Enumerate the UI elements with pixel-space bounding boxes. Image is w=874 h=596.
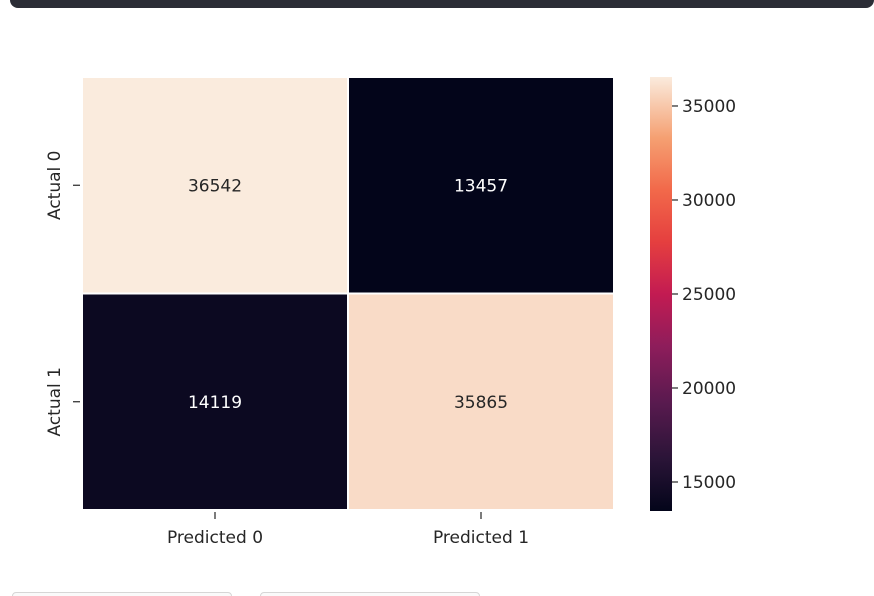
heatmap-cell-r0-c0 [81, 76, 349, 295]
cell-value-r0-c1: 13457 [454, 176, 508, 196]
colorbar-tick-label-1: 20000 [682, 379, 736, 399]
colorbar-tick-label-0: 15000 [682, 473, 736, 493]
heatmap-cell-r0-c1 [347, 76, 615, 295]
cell-value-r1-c0: 14119 [188, 393, 242, 413]
y-tick-label-0: Actual 0 [45, 151, 65, 220]
x-tick-label-0: Predicted 0 [167, 528, 263, 548]
y-tick-label-1: Actual 1 [45, 367, 65, 436]
cell-toolbar [10, 0, 874, 8]
heatmap-cell-r1-c1 [347, 292, 615, 511]
colorbar-tick-label-4: 35000 [682, 97, 736, 117]
colorbar [650, 77, 672, 511]
cell-value-r1-c1: 35865 [454, 393, 508, 413]
colorbar-tick-label-2: 25000 [682, 285, 736, 305]
x-tick-label-1: Predicted 1 [433, 528, 529, 548]
output-tab-left[interactable] [12, 592, 232, 596]
colorbar-tick-label-3: 30000 [682, 191, 736, 211]
output-tab-right[interactable] [260, 592, 480, 596]
cell-value-r0-c0: 36542 [188, 176, 242, 196]
